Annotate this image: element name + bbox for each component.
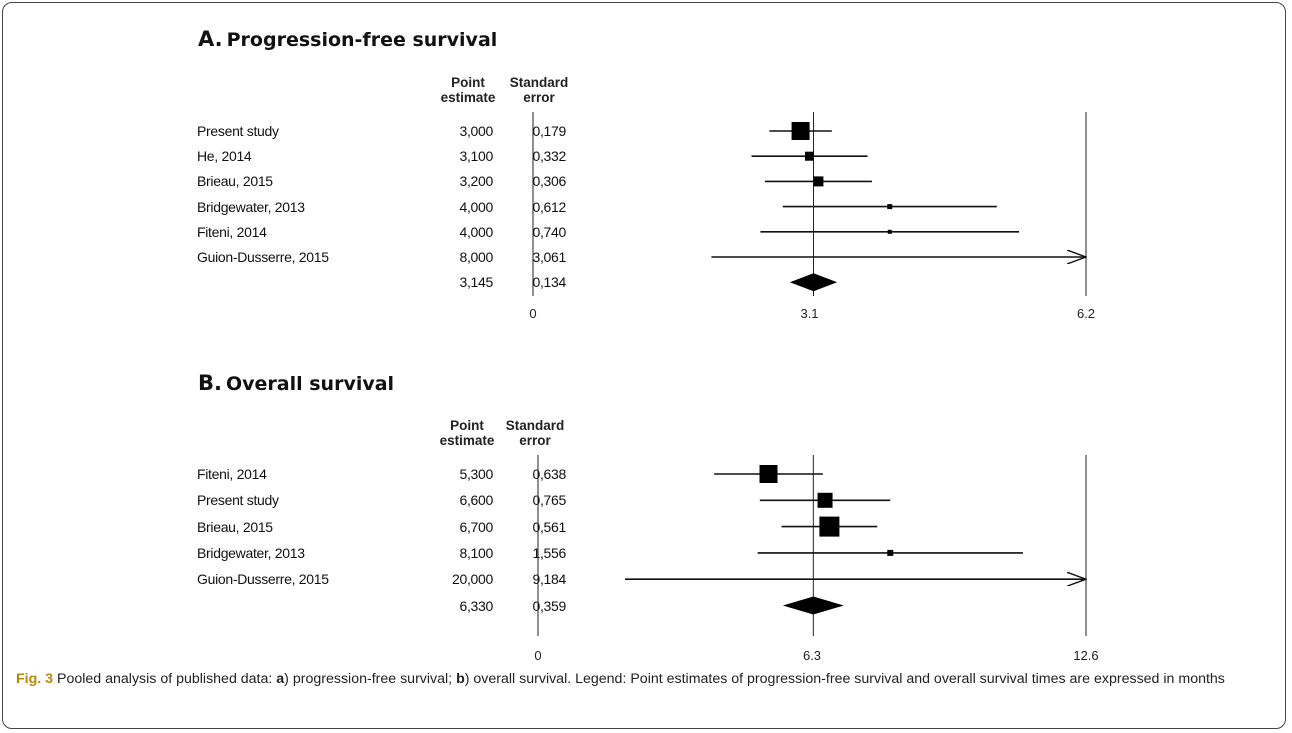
point-estimate-marker xyxy=(819,516,840,537)
pooled-standard-error: 0,359 xyxy=(532,597,566,614)
point-estimate: 3,200 xyxy=(459,173,493,190)
point-estimate: 6,600 xyxy=(459,492,493,509)
header-line: Standard xyxy=(509,75,569,90)
study-name: He, 2014 xyxy=(197,148,252,165)
axis-tick-label: 12.6 xyxy=(1073,648,1099,663)
axis-tick-label: 6.2 xyxy=(1076,306,1096,321)
pooled-diamond xyxy=(782,596,844,615)
panel-a-estimate-header: Point estimate xyxy=(434,75,502,105)
standard-error: 0,561 xyxy=(532,518,566,535)
standard-error: 1,556 xyxy=(532,544,566,561)
study-name: Guion-Dusserre, 2015 xyxy=(197,571,329,588)
point-estimate: 5,300 xyxy=(459,466,493,482)
axis-tick-label: 0 xyxy=(534,648,542,663)
axis-tick-label: 3.1 xyxy=(800,306,819,321)
study-name: Fiteni, 2014 xyxy=(197,466,267,482)
header-line: error xyxy=(519,433,551,448)
pooled-standard-error: 0,134 xyxy=(532,274,566,291)
point-estimate-marker xyxy=(759,465,778,483)
study-name: Bridgewater, 2013 xyxy=(197,198,305,215)
pooled-estimate: 3,145 xyxy=(459,274,493,291)
standard-error: 3,061 xyxy=(532,249,566,265)
standard-error: 0,765 xyxy=(532,492,566,509)
caption-text-3: ) overall survival. Legend: Point estima… xyxy=(464,671,1225,687)
panel-b-estimate-header: Point estimate xyxy=(432,418,502,448)
panel-a-title: A. Progression-free survival xyxy=(198,27,497,51)
figure-caption: Fig. 3 Pooled analysis of published data… xyxy=(16,668,1266,690)
header-line: Point xyxy=(450,418,484,433)
point-estimate-marker xyxy=(805,151,814,161)
standard-error: 0,179 xyxy=(532,123,566,139)
study-name: Guion-Dusserre, 2015 xyxy=(197,249,329,265)
point-estimate-marker xyxy=(887,204,893,210)
point-estimate: 8,000 xyxy=(459,249,493,265)
point-estimate: 4,000 xyxy=(459,223,493,240)
standard-error: 0,612 xyxy=(532,198,566,215)
point-estimate: 20,000 xyxy=(451,571,493,588)
caption-b-label: b xyxy=(456,671,465,687)
axis-tick-label: 0 xyxy=(529,306,537,321)
study-name: Present study xyxy=(197,492,279,509)
axis-tick-label: 6.3 xyxy=(802,648,822,663)
study-name: Bridgewater, 2013 xyxy=(197,544,305,561)
standard-error: 0,332 xyxy=(532,148,566,165)
point-estimate: 4,000 xyxy=(459,198,493,215)
header-line: estimate xyxy=(440,90,496,105)
point-estimate-marker xyxy=(791,122,810,140)
pooled-estimate: 6,330 xyxy=(459,597,493,614)
header-line: error xyxy=(523,90,555,105)
standard-error: 0,306 xyxy=(532,173,566,190)
study-name: Brieau, 2015 xyxy=(197,173,273,190)
point-estimate: 8,100 xyxy=(459,544,493,561)
caption-fig-label: Fig. 3 xyxy=(16,671,54,687)
standard-error: 0,740 xyxy=(532,223,566,240)
panel-a-se-header: Standard error xyxy=(504,75,574,105)
header-line: Standard xyxy=(505,418,565,433)
header-line: estimate xyxy=(439,433,495,448)
panel-a-letter: A. xyxy=(198,27,223,51)
panel-a-title-text: Progression-free survival xyxy=(226,29,498,51)
panel-b-letter: B. xyxy=(198,371,222,395)
caption-text-1: Pooled analysis of published data: xyxy=(53,671,277,687)
standard-error: 0,638 xyxy=(532,466,566,482)
panel-b-title-text: Overall survival xyxy=(225,373,395,395)
point-estimate: 3,100 xyxy=(459,148,493,165)
study-name: Present study xyxy=(197,123,279,139)
pooled-diamond xyxy=(789,273,838,292)
study-name: Brieau, 2015 xyxy=(197,518,273,535)
caption-text-2: ) progression-free survival; xyxy=(284,671,457,687)
panel-b-title: B. Overall survival xyxy=(198,371,394,395)
header-line: Point xyxy=(451,75,485,90)
standard-error: 9,184 xyxy=(532,571,566,588)
point-estimate: 6,700 xyxy=(459,518,493,535)
point-estimate-marker xyxy=(887,229,892,234)
point-estimate-marker xyxy=(813,176,824,187)
point-estimate-marker xyxy=(817,492,833,508)
point-estimate: 3,000 xyxy=(459,123,493,139)
point-estimate-marker xyxy=(887,549,894,556)
panel-b-se-header: Standard error xyxy=(500,418,570,448)
caption-a-label: a xyxy=(276,671,285,687)
study-name: Fiteni, 2014 xyxy=(197,223,267,240)
